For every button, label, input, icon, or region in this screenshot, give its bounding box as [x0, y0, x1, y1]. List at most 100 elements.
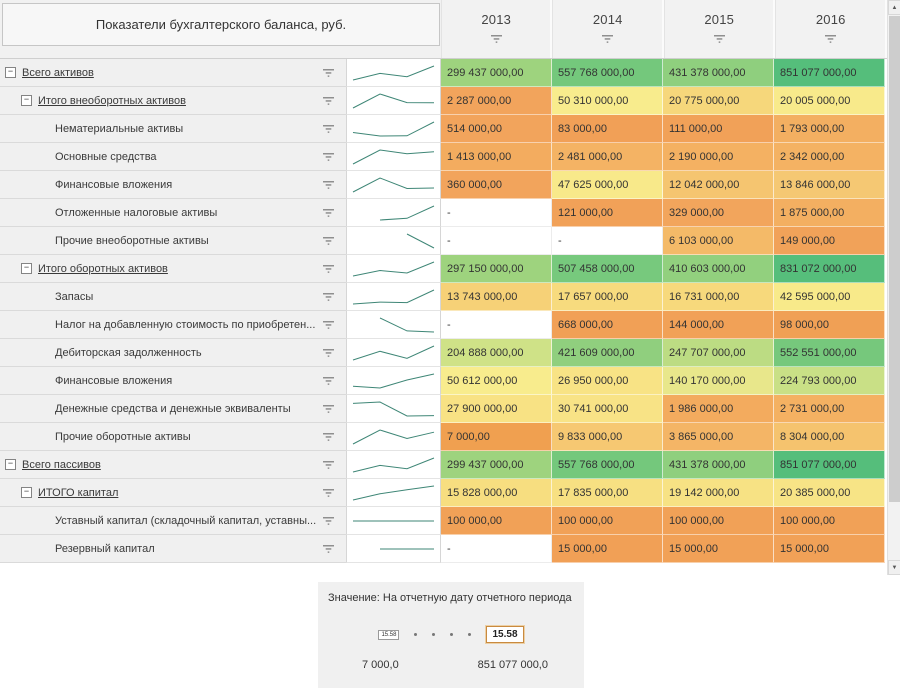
table-row: Отложенные налоговые активы -121 000,00 32…: [0, 199, 887, 227]
collapse-toggle-icon[interactable]: −: [21, 263, 32, 274]
filter-funnel-icon[interactable]: [323, 432, 334, 442]
value-cell: 329 000,00: [663, 199, 774, 227]
filter-funnel-icon[interactable]: [323, 208, 334, 218]
value-cell: 83 000,00: [552, 115, 663, 143]
value-cell: 47 625 000,00: [552, 171, 663, 199]
row-label[interactable]: Итого внеоборотных активов: [38, 94, 186, 107]
row-label-cell: Финансовые вложения: [0, 367, 346, 395]
row-label: Уставный капитал (складочный капитал, ус…: [55, 514, 317, 527]
value-cell: 17 835 000,00: [552, 479, 663, 507]
value-cell: 299 437 000,00: [441, 59, 552, 87]
row-label-cell: Нематериальные активы: [0, 115, 346, 143]
legend-step-dot[interactable]: [468, 633, 472, 636]
value-cell: -: [441, 227, 552, 255]
value-cell: 50 612 000,00: [441, 367, 552, 395]
scroll-down-icon[interactable]: ▼: [888, 560, 900, 575]
value-cell: 247 707 000,00: [663, 339, 774, 367]
filter-funnel-icon[interactable]: [323, 124, 334, 134]
table-body: − Всего активов 299 437 000,00 557 768 000,…: [0, 59, 887, 563]
filter-funnel-icon[interactable]: [602, 32, 614, 47]
value-cell: 12 042 000,00: [663, 171, 774, 199]
legend-step-dot[interactable]: [414, 633, 418, 636]
value-cell: 297 150 000,00: [441, 255, 552, 283]
value-cell: 2 481 000,00: [552, 143, 663, 171]
value-cell: 20 775 000,00: [663, 87, 774, 115]
vertical-scrollbar[interactable]: ▲ ▼: [887, 0, 900, 575]
row-label: Финансовые вложения: [55, 374, 173, 387]
filter-funnel-icon[interactable]: [323, 152, 334, 162]
legend-step-dot[interactable]: [432, 633, 436, 636]
filter-funnel-icon[interactable]: [490, 32, 502, 47]
value-cell: 13 743 000,00: [441, 283, 552, 311]
sparkline-cell: [346, 339, 441, 367]
table-row: − Итого оборотных активов 297 150 000,00 50…: [0, 255, 887, 283]
value-cell: 2 287 000,00: [441, 87, 552, 115]
row-label-cell: − Всего пассивов: [0, 451, 346, 479]
column-header-2014[interactable]: 2014: [552, 0, 664, 58]
table-row: Прочие внеоборотные активы - -6 103 000,00…: [0, 227, 887, 255]
row-label: Прочие внеоборотные активы: [55, 234, 209, 247]
row-label[interactable]: Всего пассивов: [22, 458, 101, 471]
filter-funnel-icon[interactable]: [323, 516, 334, 526]
filter-funnel-icon[interactable]: [323, 544, 334, 554]
table-row: Прочие оборотные активы 7 000,00 9 833 000…: [0, 423, 887, 451]
table-row: Налог на добавленную стоимость по приобр…: [0, 311, 887, 339]
column-header-2016[interactable]: 2016: [775, 0, 887, 58]
filter-funnel-icon[interactable]: [323, 348, 334, 358]
value-cell: 3 865 000,00: [663, 423, 774, 451]
row-label: Денежные средства и денежные эквиваленты: [55, 402, 291, 415]
value-cell: 552 551 000,00: [774, 339, 885, 367]
row-label: Запасы: [55, 290, 94, 303]
collapse-toggle-icon[interactable]: −: [21, 487, 32, 498]
corner-header-cell: Показатели бухгалтерского баланса, руб.: [0, 0, 441, 58]
filter-funnel-icon[interactable]: [323, 488, 334, 498]
filter-funnel-icon[interactable]: [713, 32, 725, 47]
legend-min-size-box[interactable]: 15.58: [378, 629, 400, 640]
row-label: Прочие оборотные активы: [55, 430, 191, 443]
filter-funnel-icon[interactable]: [323, 320, 334, 330]
filter-funnel-icon[interactable]: [323, 68, 334, 78]
collapse-toggle-icon[interactable]: −: [21, 95, 32, 106]
filter-funnel-icon[interactable]: [323, 376, 334, 386]
row-label-cell: Запасы: [0, 283, 346, 311]
value-cell: 831 072 000,00: [774, 255, 885, 283]
filter-funnel-icon[interactable]: [323, 236, 334, 246]
filter-funnel-icon[interactable]: [825, 32, 837, 47]
scrollbar-thumb[interactable]: [889, 16, 900, 502]
row-label[interactable]: Итого оборотных активов: [38, 262, 168, 275]
legend-selected-size-box[interactable]: 15.58: [486, 626, 524, 643]
value-cell: 30 741 000,00: [552, 395, 663, 423]
row-label-cell: − Итого внеоборотных активов: [0, 87, 346, 115]
pivot-table: Показатели бухгалтерского баланса, руб. …: [0, 0, 887, 563]
table-row: Запасы 13 743 000,00 17 657 000,00 16 731 0…: [0, 283, 887, 311]
filter-funnel-icon[interactable]: [323, 264, 334, 274]
collapse-toggle-icon[interactable]: −: [5, 67, 16, 78]
value-cell: 421 609 000,00: [552, 339, 663, 367]
filter-funnel-icon[interactable]: [323, 180, 334, 190]
column-header-2013[interactable]: 2013: [440, 0, 553, 58]
year-label: 2014: [592, 11, 623, 27]
row-label: Финансовые вложения: [55, 178, 173, 191]
table-row: Финансовые вложения 360 000,00 47 625 000,…: [0, 171, 887, 199]
row-label-cell: − Всего активов: [0, 59, 346, 87]
legend-step-dot[interactable]: [450, 633, 454, 636]
collapse-toggle-icon[interactable]: −: [5, 459, 16, 470]
row-label[interactable]: Всего активов: [22, 66, 94, 79]
value-cell: 100 000,00: [774, 507, 885, 535]
row-label: Отложенные налоговые активы: [55, 206, 218, 219]
sparkline-cell: [346, 423, 441, 451]
value-cell: 360 000,00: [441, 171, 552, 199]
row-label[interactable]: ИТОГО капитал: [38, 486, 119, 499]
value-cell: 557 768 000,00: [552, 59, 663, 87]
filter-funnel-icon[interactable]: [323, 460, 334, 470]
value-cell: 7 000,00: [441, 423, 552, 451]
filter-funnel-icon[interactable]: [323, 96, 334, 106]
row-label-cell: Основные средства: [0, 143, 346, 171]
column-header-2015[interactable]: 2015: [663, 0, 776, 58]
filter-funnel-icon[interactable]: [323, 404, 334, 414]
filter-funnel-icon[interactable]: [323, 292, 334, 302]
scroll-up-icon[interactable]: ▲: [888, 0, 900, 15]
value-cell: 98 000,00: [774, 311, 885, 339]
value-cell: -: [441, 535, 552, 563]
value-cell: 15 828 000,00: [441, 479, 552, 507]
